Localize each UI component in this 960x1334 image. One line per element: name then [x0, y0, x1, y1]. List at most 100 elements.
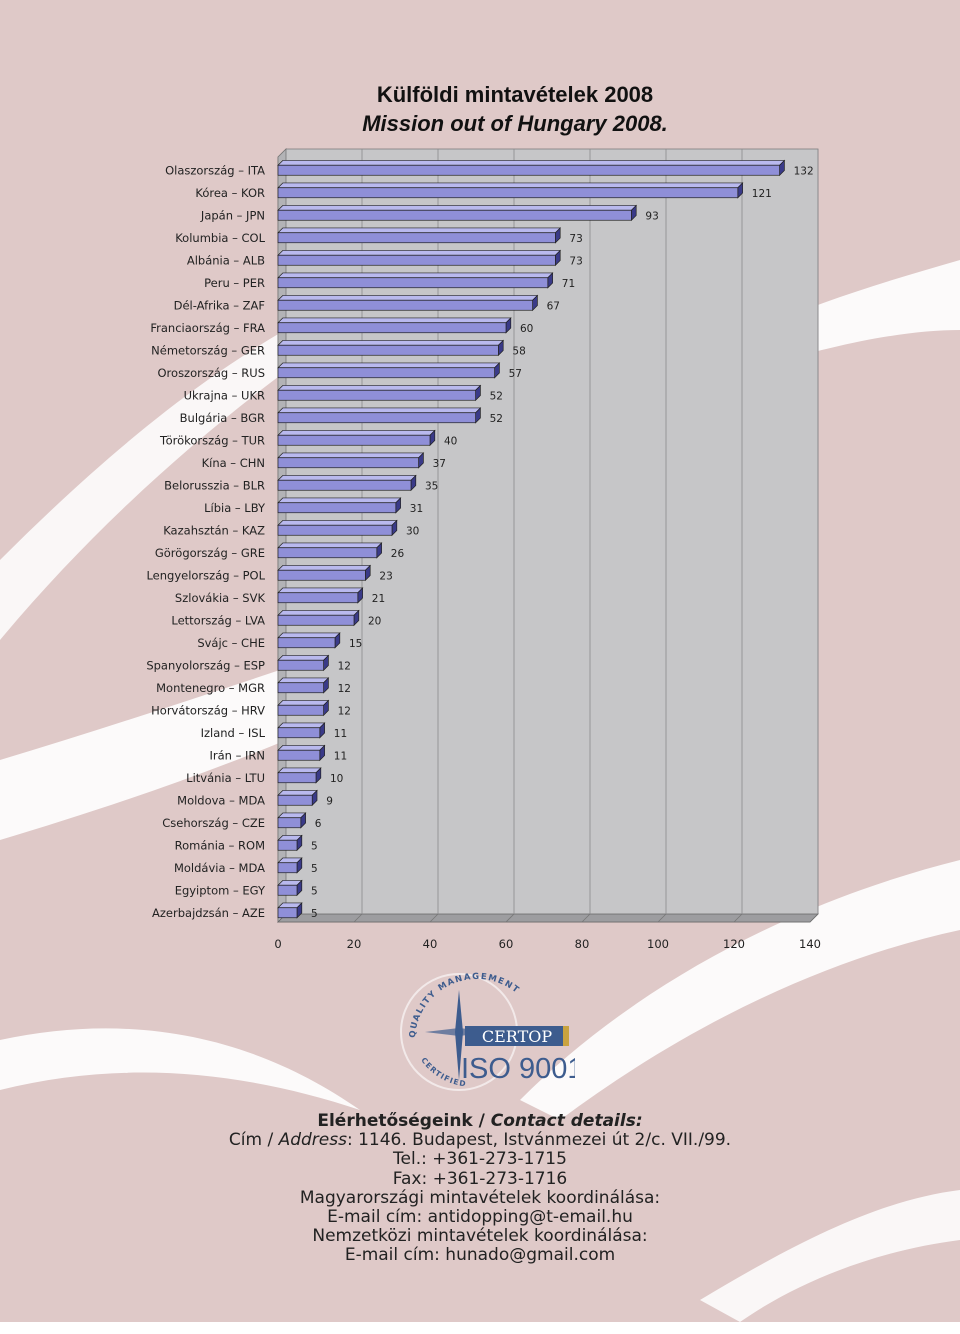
bar [277, 452, 425, 469]
x-tick-label: 140 [799, 937, 821, 951]
value-label: 37 [433, 458, 446, 470]
bar [277, 834, 303, 852]
category-label: Moldávia – MDA [174, 861, 265, 875]
international-coordination-label: Nemzetközi mintavételek koordinálása: [312, 1226, 648, 1247]
bar-face [277, 794, 313, 806]
value-label: 73 [569, 255, 582, 267]
bar [277, 294, 539, 312]
bar-face [277, 187, 739, 199]
value-label: 21 [372, 593, 385, 605]
bar [277, 542, 383, 559]
bar-top [277, 452, 425, 459]
value-label: 132 [794, 165, 814, 177]
international-email[interactable]: E-mail cím: hunado@gmail.com [344, 1245, 616, 1266]
value-label: 23 [379, 570, 392, 582]
bars [277, 159, 786, 919]
category-label: Lengyelország – POL [146, 568, 265, 582]
bar-chart: Olaszország – ITA Kórea – KOR Japán – JPN K… [146, 148, 821, 951]
x-tick-label: 20 [347, 937, 362, 951]
bar-face [277, 659, 324, 671]
certop-accent [563, 1026, 569, 1046]
domestic-coordination-label: Magyarországi mintavételek koordinálása: [299, 1187, 661, 1208]
value-label: 12 [338, 683, 351, 695]
bar [277, 857, 303, 874]
value-label: 10 [330, 773, 343, 785]
bar-face [277, 524, 393, 536]
bar [277, 789, 318, 807]
category-label: Görögország – GRE [155, 546, 265, 560]
bar-top [277, 430, 436, 436]
bar-top [277, 610, 360, 616]
value-label: 6 [315, 818, 322, 830]
bar-top [277, 677, 330, 684]
bar [277, 564, 372, 582]
gridline-floor [733, 913, 743, 923]
bar-top [277, 565, 372, 571]
bar [277, 767, 322, 784]
x-tick-label: 120 [723, 937, 745, 951]
bar [277, 204, 638, 222]
value-label: 30 [406, 525, 419, 537]
bar-face [277, 412, 476, 424]
iso-standard: ISO 9001 [461, 1053, 575, 1085]
category-label: Azerbajdzsán – AZE [152, 906, 265, 920]
bar-face [277, 569, 366, 581]
x-tick-label: 100 [647, 937, 669, 951]
category-label: Kolumbia – COL [175, 231, 265, 245]
contact-heading-hu: Elérhetőségeink / [317, 1111, 491, 1131]
bar-face [277, 232, 556, 244]
value-label: 52 [490, 390, 503, 402]
domestic-email[interactable]: E-mail cím: antidopping@t-email.hu [327, 1207, 633, 1228]
bar-top [277, 655, 330, 661]
bar-top [277, 205, 638, 211]
bar-face [277, 547, 378, 559]
category-label: Németország – GER [151, 343, 265, 357]
bar-face [277, 727, 321, 739]
bar [277, 384, 482, 402]
address-label-en: Address [278, 1130, 347, 1151]
chart-subtitle: Mission out of Hungary 2008. [362, 111, 668, 136]
bar-face [277, 322, 507, 334]
bar-top [277, 722, 326, 729]
bar [277, 249, 562, 267]
plot-floor [277, 913, 819, 923]
bar-face [277, 862, 298, 874]
bar [277, 429, 436, 447]
category-label: Franciaország – FRA [150, 321, 265, 335]
category-label: Moldova – MDA [177, 793, 265, 807]
category-label: Litvánia – LTU [186, 771, 265, 785]
bar-face [277, 367, 495, 379]
x-tick-label: 80 [575, 937, 590, 951]
bar-face [277, 502, 397, 514]
category-label: Ukrajna – UKR [184, 388, 265, 402]
category-label: Horvátország – HRV [151, 703, 265, 717]
fax-line: Fax: +361-273-1716 [392, 1168, 568, 1189]
category-label: Kazahsztán – KAZ [163, 523, 265, 537]
value-label: 31 [410, 503, 423, 515]
value-label: 5 [311, 908, 318, 920]
value-label: 58 [512, 345, 525, 357]
bar-top [277, 520, 398, 526]
address-line: Cím / Address: 1146. Budapest, Istvánmez… [180, 1131, 780, 1150]
bar-face [277, 839, 298, 851]
x-tick-label: 40 [423, 937, 438, 951]
gridline-floor [581, 913, 591, 923]
value-label: 5 [311, 863, 318, 875]
category-label: Izland – ISL [201, 726, 266, 740]
category-label: Irán – IRN [209, 748, 265, 762]
category-label: Spanyolország – ESP [146, 658, 265, 672]
bar-face [277, 457, 419, 469]
bar [277, 339, 505, 357]
value-label: 40 [444, 435, 457, 447]
value-label: 60 [520, 323, 533, 335]
bar [277, 519, 398, 537]
address-label-hu: Cím / [228, 1130, 279, 1151]
category-label: Oroszország – RUS [158, 366, 266, 380]
value-label: 5 [311, 885, 318, 897]
value-label: 5 [311, 840, 318, 852]
bar-top [277, 227, 562, 234]
bar-face [277, 299, 533, 311]
bar [277, 362, 501, 379]
bar [277, 632, 341, 649]
x-tick-label: 60 [499, 937, 514, 951]
